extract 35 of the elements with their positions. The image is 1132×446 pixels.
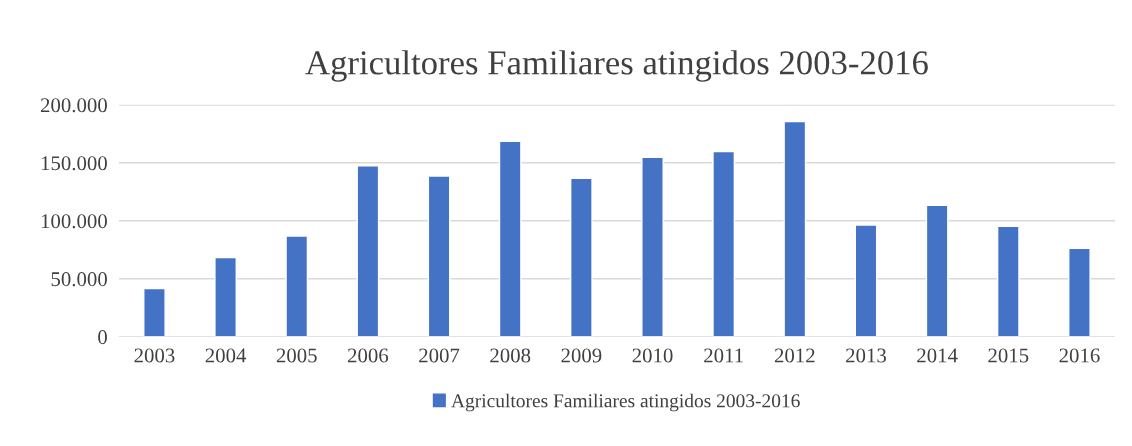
y-tick-label: 100.000 bbox=[41, 214, 107, 229]
x-tick-label: 2014 bbox=[917, 348, 958, 363]
y-tick-label: 200.000 bbox=[40, 98, 107, 113]
x-tick-label: 2007 bbox=[419, 348, 460, 363]
x-tick-label: 2006 bbox=[347, 348, 389, 363]
y-tick-label: 0 bbox=[98, 330, 107, 345]
legend-label: Agricultores Familiares atingidos 2003-2016 bbox=[451, 393, 800, 412]
bar bbox=[641, 156, 664, 337]
x-tick-label: 2015 bbox=[988, 348, 1029, 363]
bar bbox=[569, 177, 593, 337]
y-tick-label: 150.000 bbox=[41, 156, 107, 171]
x-tick-label: 2010 bbox=[632, 348, 673, 363]
x-tick-label: 2012 bbox=[774, 348, 815, 363]
bar bbox=[996, 225, 1020, 337]
bar bbox=[214, 256, 237, 337]
x-tick-label: 2003 bbox=[134, 348, 175, 363]
y-tick-label: 50.000 bbox=[51, 272, 107, 287]
bar bbox=[498, 140, 522, 337]
chart-title: Agricultores Familiares atingidos 2003-2016 bbox=[305, 50, 928, 82]
x-tick-label: 2005 bbox=[276, 348, 317, 363]
bar bbox=[854, 224, 878, 337]
x-tick-label: 2008 bbox=[490, 348, 531, 363]
bar bbox=[1068, 247, 1091, 337]
x-tick-label: 2013 bbox=[846, 348, 886, 363]
bar bbox=[356, 165, 380, 337]
bar bbox=[427, 175, 451, 337]
x-tick-label: 2011 bbox=[704, 348, 743, 363]
bar bbox=[143, 287, 166, 337]
x-tick-label: 2016 bbox=[1059, 348, 1100, 363]
bar bbox=[712, 150, 736, 337]
bar bbox=[783, 120, 807, 337]
bar bbox=[285, 235, 309, 337]
x-tick-label: 2009 bbox=[561, 348, 602, 363]
x-tick-label: 2004 bbox=[205, 348, 247, 363]
bar bbox=[925, 204, 949, 337]
